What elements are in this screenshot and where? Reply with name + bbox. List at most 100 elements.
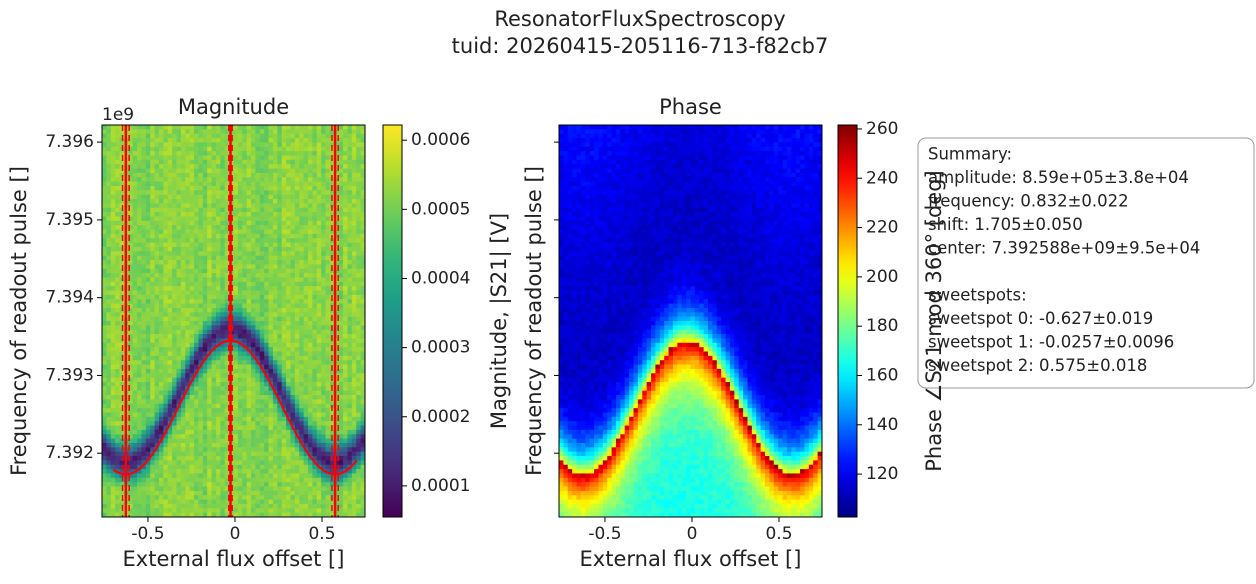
- heatmap-cell: [290, 469, 296, 474]
- heatmap-cell: [321, 477, 326, 483]
- heatmap-cell: [220, 429, 226, 435]
- heatmap-cell: [268, 181, 274, 187]
- heatmap-cell: [158, 251, 164, 257]
- heatmap-cell: [137, 238, 142, 243]
- heatmap-cell: [110, 490, 116, 496]
- heatmap-cell: [251, 473, 256, 479]
- heatmap-cell: [202, 447, 208, 453]
- heatmap-cell: [198, 403, 204, 409]
- heatmap-cell: [132, 181, 138, 187]
- heatmap-cell: [242, 190, 248, 196]
- heatmap-cell: [198, 251, 204, 257]
- heatmap-cell: [198, 216, 204, 222]
- heatmap-cell: [137, 207, 142, 213]
- heatmap-cell: [277, 425, 283, 431]
- heatmap-cell: [172, 416, 177, 422]
- heatmap-cell: [277, 138, 283, 143]
- heatmap-cell: [128, 281, 134, 287]
- heatmap-cell: [272, 434, 278, 439]
- heatmap-cell: [110, 242, 116, 248]
- heatmap-cell: [259, 181, 265, 187]
- heatmap-cell: [150, 207, 155, 213]
- heatmap-cell: [299, 490, 305, 496]
- heatmap-cell: [154, 216, 160, 222]
- heatmap-cell: [141, 225, 147, 230]
- heatmap-cell: [145, 303, 151, 309]
- heatmap-cell: [167, 172, 173, 178]
- heatmap-cell: [172, 216, 177, 222]
- heatmap-cell: [150, 303, 155, 309]
- heatmap-cell: [321, 399, 326, 405]
- heatmap-cell: [185, 216, 191, 222]
- heatmap-cell: [176, 260, 182, 265]
- heatmap-cell: [150, 503, 155, 509]
- heatmap-cell: [110, 447, 116, 453]
- heatmap-cell: [176, 203, 182, 209]
- heatmap-cell: [308, 364, 313, 370]
- heatmap-cell: [321, 142, 326, 148]
- heatmap-cell: [110, 421, 116, 426]
- heatmap-cell: [185, 416, 191, 422]
- heatmap-cell: [338, 199, 344, 204]
- heatmap-cell: [110, 159, 116, 165]
- heatmap-cell: [246, 325, 252, 331]
- heatmap-cell: [176, 321, 182, 326]
- heatmap-cell: [264, 338, 269, 344]
- heatmap-cell: [145, 281, 151, 287]
- heatmap-cell: [277, 377, 283, 383]
- heatmap-cell: [233, 442, 239, 448]
- heatmap-cell: [277, 347, 283, 352]
- heatmap-cell: [316, 207, 322, 213]
- heatmap-cell: [128, 242, 134, 248]
- heatmap-cell: [255, 268, 261, 274]
- heatmap-cell: [145, 159, 151, 165]
- heatmap-cell: [132, 438, 138, 444]
- heatmap-cell: [242, 360, 248, 365]
- heatmap-cell: [334, 508, 340, 514]
- heatmap-cell: [185, 294, 191, 300]
- heatmap-cell: [242, 347, 248, 352]
- heatmap-cell: [202, 246, 208, 252]
- heatmap-cell: [176, 456, 182, 461]
- heatmap-cell: [172, 194, 177, 200]
- heatmap-cell: [180, 286, 186, 291]
- heatmap-cell: [167, 199, 173, 204]
- heatmap-cell: [246, 185, 252, 191]
- heatmap-cell: [246, 303, 252, 309]
- heatmap-cell: [224, 421, 230, 426]
- heatmap-cell: [294, 273, 300, 278]
- figure-subtitle: tuid: 20260415-205116-713-f82cb7: [452, 34, 829, 58]
- heatmap-cell: [163, 151, 169, 156]
- heatmap-cell: [268, 268, 274, 274]
- heatmap-cell: [321, 412, 326, 418]
- heatmap-cell: [211, 399, 217, 405]
- heatmap-cell: [185, 473, 191, 479]
- heatmap-cell: [281, 299, 287, 304]
- heatmap-cell: [189, 503, 195, 509]
- heatmap-cell: [338, 473, 344, 479]
- heatmap-cell: [189, 277, 195, 283]
- heatmap-cell: [268, 429, 274, 435]
- heatmap-cell: [290, 381, 296, 387]
- heatmap-cell: [246, 312, 252, 318]
- heatmap-cell: [290, 260, 296, 265]
- heatmap-cell: [308, 477, 313, 483]
- heatmap-cell: [325, 316, 331, 322]
- heatmap-cell: [290, 172, 296, 178]
- heatmap-cell: [145, 377, 151, 383]
- heatmap-cell: [224, 172, 230, 178]
- heatmap-cell: [102, 281, 107, 287]
- heatmap-cell: [338, 246, 344, 252]
- heatmap-cell: [321, 386, 326, 392]
- heatmap-cell: [246, 146, 252, 152]
- heatmap-cell: [338, 155, 344, 161]
- heatmap-cell: [259, 316, 265, 322]
- heatmap-cell: [110, 395, 116, 400]
- heatmap-cell: [207, 207, 212, 213]
- heatmap-cell: [277, 499, 283, 505]
- heatmap-cell: [242, 351, 248, 357]
- heatmap-cell: [286, 273, 291, 278]
- heatmap-cell: [259, 260, 265, 265]
- heatmap-cell: [321, 381, 326, 387]
- heatmap-cell: [189, 181, 195, 187]
